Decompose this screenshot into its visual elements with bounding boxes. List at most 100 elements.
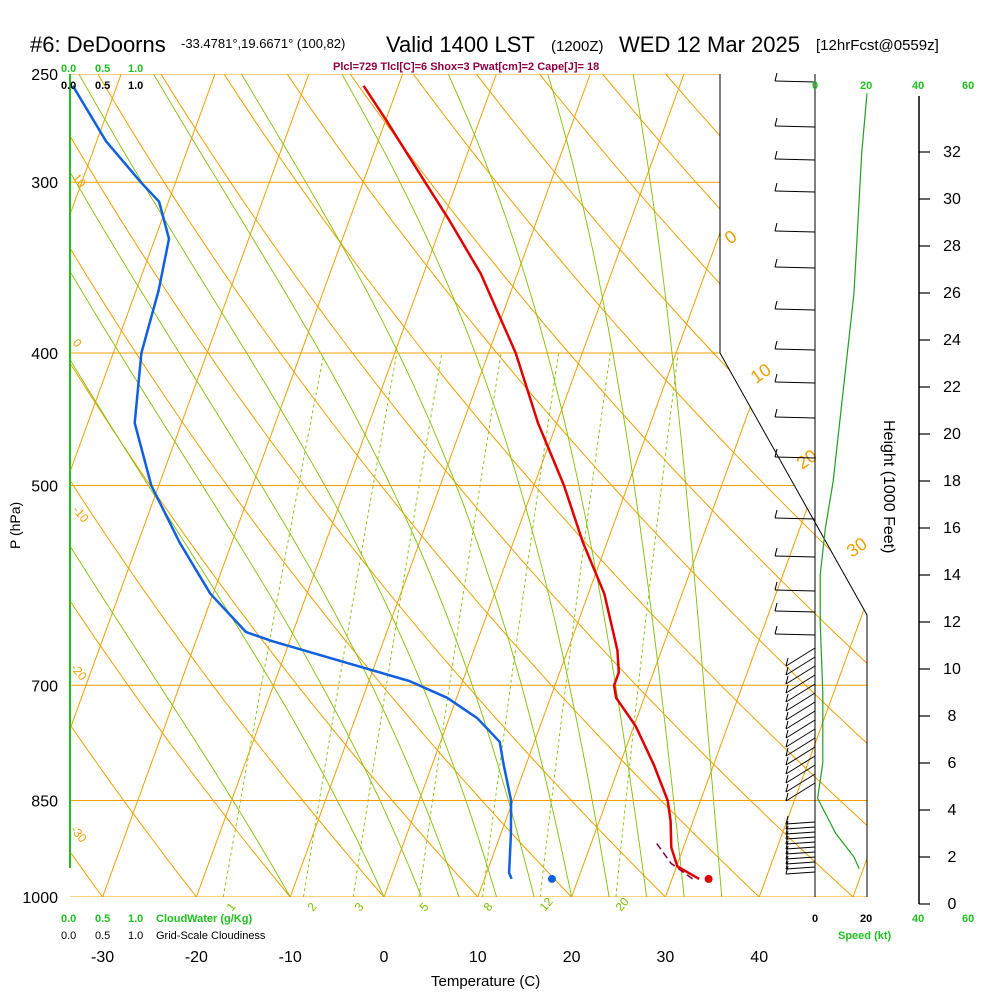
mixing-ratio-label: 8 <box>481 900 496 914</box>
station-name: #6: DeDoorns <box>30 32 166 57</box>
height-tick-label: 22 <box>943 379 961 396</box>
temperature-tick-labels: -30 -20 -10 0 10 20 30 40 <box>91 949 768 966</box>
mixing-ratio-line <box>303 352 398 897</box>
mixing-ratio-label: 12 <box>537 894 557 913</box>
wind-barb <box>785 782 816 802</box>
svg-text:0.5: 0.5 <box>95 930 110 942</box>
wind-barb-feather <box>785 855 789 865</box>
wind-barb-feather <box>774 625 778 635</box>
wind-barb <box>785 755 816 775</box>
surface-temperature-marker <box>704 874 713 883</box>
wind-barb <box>785 826 816 830</box>
moist-adiabat-line <box>240 74 573 897</box>
wind-barb <box>785 851 816 855</box>
wind-barb <box>785 737 816 757</box>
moist-adiabat-line <box>70 74 422 897</box>
wind-barb <box>785 665 816 685</box>
wind-barb-feather <box>785 860 789 870</box>
height-axis-label: Height (1000 Feet) <box>880 420 897 553</box>
dry-adiabat-line <box>854 74 867 897</box>
wind-barb <box>785 866 816 870</box>
cloudiness-label: Grid-Scale Cloudiness <box>156 930 266 942</box>
moist-adiabat-lines <box>70 74 723 897</box>
wind-barb <box>785 764 816 784</box>
wind-barb <box>785 846 816 850</box>
isotherm-line <box>0 74 27 897</box>
speed-scale-bottom: 0 20 40 60 Speed (kt) <box>812 913 974 942</box>
wind-barb-feather <box>774 581 778 591</box>
dry-adiabat-label: 10 <box>747 359 775 387</box>
wind-barb-feather <box>785 792 789 802</box>
isotherm-line <box>70 74 216 897</box>
wind-barb <box>785 861 816 865</box>
svg-text:0.0: 0.0 <box>61 930 76 942</box>
wind-barbs <box>774 72 816 875</box>
wind-barb-feather <box>774 602 778 612</box>
utc-time: (1200Z) <box>551 38 604 55</box>
dry-adiabat-line <box>223 74 867 897</box>
wind-barb <box>774 610 816 613</box>
wind-barb-feather <box>785 774 789 784</box>
sounding-profiles <box>71 85 713 883</box>
wind-barb <box>785 710 816 730</box>
wind-barb-feather <box>785 684 789 694</box>
wind-barb <box>785 773 816 793</box>
dry-adiabat-left-label: -30 <box>68 823 90 846</box>
dry-adiabat-left-label: -20 <box>68 661 90 684</box>
wind-barb <box>785 719 816 739</box>
dry-adiabat-line <box>70 74 479 897</box>
height-tick-label: 20 <box>943 426 961 443</box>
svg-text:1.0: 1.0 <box>128 63 143 75</box>
wind-barb-feather <box>785 729 789 739</box>
wind-barb-feather <box>774 547 778 557</box>
dry-adiabat-line <box>70 74 291 897</box>
height-tick-label: 26 <box>943 285 961 302</box>
svg-text:1.0: 1.0 <box>128 913 143 925</box>
svg-text:0.0: 0.0 <box>61 63 76 75</box>
pressure-tick-label: 250 <box>31 67 58 84</box>
mixing-ratio-line <box>539 352 611 897</box>
dry-adiabat-left-label: 0 <box>70 336 85 350</box>
wind-barb <box>774 517 816 520</box>
wind-barb-feather <box>785 756 789 766</box>
pressure-tick-label: 500 <box>31 479 58 496</box>
svg-text:20: 20 <box>860 913 872 925</box>
moist-adiabat-line <box>153 74 535 897</box>
moist-adiabat-line <box>78 74 498 897</box>
height-tick-label: 0 <box>948 896 957 913</box>
svg-text:40: 40 <box>912 80 924 92</box>
wind-barb <box>774 633 816 636</box>
svg-text:0.0: 0.0 <box>61 913 76 925</box>
wind-barb-feather <box>785 765 789 775</box>
wind-barb <box>774 308 816 311</box>
isotherm-line <box>758 74 867 897</box>
wind-barb <box>774 158 816 161</box>
moist-adiabat-line <box>632 74 723 897</box>
cloud-scale-bottom-green: 0.0 0.5 1.0 CloudWater (g/Kg) <box>61 913 252 925</box>
cloud-scale-top-black: 0.0 0.5 1.0 <box>61 80 143 92</box>
temperature-profile-line <box>362 85 700 880</box>
dry-adiabat-line <box>70 74 385 897</box>
wind-barb-feather <box>774 72 778 82</box>
wind-barb-feather <box>774 340 778 350</box>
mixing-ratio-label: 2 <box>305 900 320 914</box>
cloudwater-label: CloudWater (g/Kg) <box>156 913 252 925</box>
svg-text:0: 0 <box>812 80 818 92</box>
wind-barb <box>774 416 816 419</box>
speed-axis-label: Speed (kt) <box>838 930 892 942</box>
height-tick-label: 28 <box>943 238 961 255</box>
wind-barb <box>785 683 816 703</box>
svg-text:1.0: 1.0 <box>128 80 143 92</box>
dry-adiabat-label: 0 <box>721 226 741 248</box>
height-tick-label: 18 <box>943 473 961 490</box>
valid-time: Valid 1400 LST <box>386 32 535 57</box>
wind-barb <box>785 871 816 875</box>
wind-barb <box>785 656 816 676</box>
wind-barb <box>774 589 816 592</box>
wind-barb <box>774 555 816 558</box>
wind-barb-feather <box>785 830 789 840</box>
dry-adiabat-label: 30 <box>843 533 871 561</box>
surface-dewpoint-marker <box>547 874 556 883</box>
